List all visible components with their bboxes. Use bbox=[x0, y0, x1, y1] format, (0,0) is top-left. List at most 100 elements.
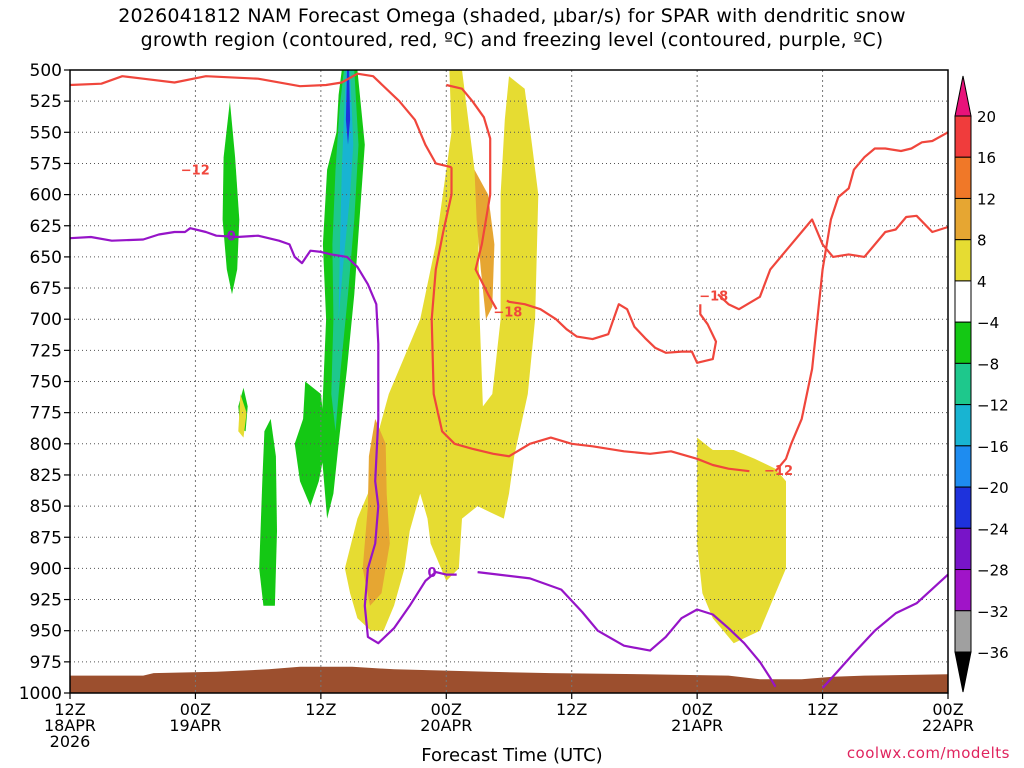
y-tick-label-6: 650 bbox=[30, 248, 62, 268]
x-tick-label-5-0: 00Z bbox=[681, 700, 712, 719]
colorbar-label-13: −36 bbox=[977, 644, 1009, 662]
dendritic-contour-line-1 bbox=[430, 167, 750, 473]
x-axis-label: Forecast Time (UTC) bbox=[421, 745, 603, 766]
colorbar-segment-1 bbox=[954, 156, 972, 199]
x-tick-label-1-1: 19APR bbox=[169, 716, 221, 735]
ground-layer bbox=[70, 666, 948, 693]
y-tick-label-17: 925 bbox=[30, 591, 62, 611]
dendritic-contour-line-4 bbox=[506, 299, 718, 364]
omega-region-0 bbox=[222, 101, 240, 295]
colorbar-label-10: −24 bbox=[977, 520, 1009, 538]
omega-shading-layer bbox=[222, 70, 786, 644]
y-tick-label-18: 950 bbox=[30, 622, 62, 642]
colorbar-label-12: −32 bbox=[977, 603, 1009, 621]
y-tick-label-12: 800 bbox=[30, 435, 62, 455]
y-tick-label-15: 875 bbox=[30, 528, 62, 548]
colorbar-label-4: 4 bbox=[977, 273, 987, 291]
x-tick-label-7-0: 00Z bbox=[932, 700, 963, 719]
title-line-1: 2026041812 NAM Forecast Omega (shaded, μ… bbox=[118, 5, 906, 27]
freezing-contour-label-1: 0 bbox=[427, 566, 436, 581]
colorbar-segment-4 bbox=[954, 280, 972, 323]
chart-title: 2026041812 NAM Forecast Omega (shaded, μ… bbox=[0, 4, 1024, 52]
contour-layer: −12 −12 −18 −18 0 0 bbox=[69, 72, 949, 689]
colorbar-segment-12 bbox=[954, 610, 972, 653]
ground-surface bbox=[70, 666, 948, 693]
colorbar-bottom-triangle bbox=[954, 651, 972, 693]
colorbar: 20 16 12 8 4 −4 −8 −12 −16 −20 −24 −28 −32 −36 bbox=[954, 75, 1009, 693]
x-tick-label-6-0: 12Z bbox=[807, 700, 838, 719]
y-tick-label-5: 625 bbox=[30, 217, 62, 237]
omega-region-9 bbox=[697, 437, 786, 644]
colorbar-label-7: −12 bbox=[977, 397, 1009, 415]
x-tick-label-4-0: 12Z bbox=[556, 700, 587, 719]
freezing-contour-line-2 bbox=[821, 573, 949, 689]
y-tick-label-8: 700 bbox=[30, 310, 62, 330]
colorbar-segment-8 bbox=[954, 445, 972, 488]
x-tick-label-1-0: 00Z bbox=[180, 700, 211, 719]
dendritic-contour-line-0 bbox=[69, 72, 452, 169]
omega-region-12 bbox=[362, 418, 390, 606]
colorbar-segment-5 bbox=[954, 321, 972, 364]
x-tick-label-2-0: 12Z bbox=[305, 700, 336, 719]
colorbar-segment-2 bbox=[954, 197, 972, 241]
y-tick-label-14: 850 bbox=[30, 497, 62, 517]
colorbar-segment-9 bbox=[954, 486, 972, 529]
omega-region-11 bbox=[474, 169, 495, 320]
y-tick-label-0: 500 bbox=[30, 61, 62, 81]
dendritic-contour-label-4: −18 bbox=[493, 306, 522, 321]
y-tick-label-7: 675 bbox=[30, 279, 62, 299]
colorbar-label-1: 16 bbox=[977, 149, 996, 167]
dendritic-contour-line-2 bbox=[774, 131, 949, 472]
colorbar-label-0: 20 bbox=[977, 108, 996, 126]
y-tick-label-19: 975 bbox=[30, 653, 62, 673]
colorbar-label-11: −28 bbox=[977, 562, 1009, 580]
omega-region-7 bbox=[345, 70, 351, 145]
x-tick-label-0-2: 2026 bbox=[50, 732, 91, 751]
omega-region-2 bbox=[259, 418, 277, 606]
colorbar-segment-0 bbox=[954, 115, 972, 158]
dendritic-contour-label-2: −12 bbox=[764, 464, 793, 479]
colorbar-segment-3 bbox=[954, 239, 972, 282]
colorbar-segment-6 bbox=[954, 362, 972, 406]
colorbar-label-8: −16 bbox=[977, 438, 1009, 456]
axes-layer: 500 525 550 575 600 625 650 675 700 725 750 775 800 8… bbox=[19, 61, 974, 751]
omega-region-10 bbox=[238, 394, 247, 438]
x-tick-label-0-0: 12Z bbox=[54, 700, 85, 719]
colorbar-top-triangle bbox=[954, 75, 972, 117]
y-tick-label-1: 525 bbox=[30, 92, 62, 112]
x-tick-label-0-1: 18APR bbox=[44, 716, 96, 735]
x-tick-label-3-1: 20APR bbox=[420, 716, 472, 735]
x-tick-label-3-0: 00Z bbox=[431, 700, 462, 719]
y-tick-label-2: 550 bbox=[30, 123, 62, 143]
y-tick-label-16: 900 bbox=[30, 559, 62, 579]
colorbar-segment-10 bbox=[954, 527, 972, 571]
colorbar-segment-11 bbox=[954, 569, 972, 612]
y-tick-label-4: 600 bbox=[30, 186, 62, 206]
dendritic-contour-line-5 bbox=[717, 214, 949, 311]
y-tick-label-9: 725 bbox=[30, 341, 62, 361]
colorbar-label-3: 8 bbox=[977, 232, 987, 250]
dendritic-contour-line-3 bbox=[446, 83, 498, 310]
x-tick-label-7-1: 22APR bbox=[922, 716, 974, 735]
omega-region-8 bbox=[344, 70, 539, 631]
colorbar-label-5: −4 bbox=[977, 314, 999, 332]
y-tick-label-11: 775 bbox=[30, 404, 62, 424]
y-tick-label-3: 575 bbox=[30, 154, 62, 174]
y-tick-label-13: 825 bbox=[30, 466, 62, 486]
dendritic-contour-label-5: −18 bbox=[699, 290, 728, 305]
freezing-contour-label-0: 0 bbox=[227, 230, 236, 245]
freezing-contour-line-1 bbox=[477, 571, 777, 688]
colorbar-label-2: 12 bbox=[977, 190, 996, 208]
colorbar-segment-7 bbox=[954, 404, 972, 447]
title-line-2: growth region (contoured, red, ºC) and f… bbox=[140, 29, 884, 51]
y-tick-label-10: 750 bbox=[30, 373, 62, 393]
colorbar-label-6: −8 bbox=[977, 355, 999, 373]
y-tick-label-20: 1000 bbox=[19, 684, 62, 704]
credit-text: coolwx.com/modelts bbox=[846, 744, 1010, 762]
freezing-contour-line-0 bbox=[69, 227, 457, 645]
dendritic-contour-label-0: −12 bbox=[181, 164, 210, 179]
grid-layer bbox=[70, 70, 948, 693]
colorbar-label-9: −20 bbox=[977, 479, 1009, 497]
x-tick-label-5-1: 21APR bbox=[671, 716, 723, 735]
